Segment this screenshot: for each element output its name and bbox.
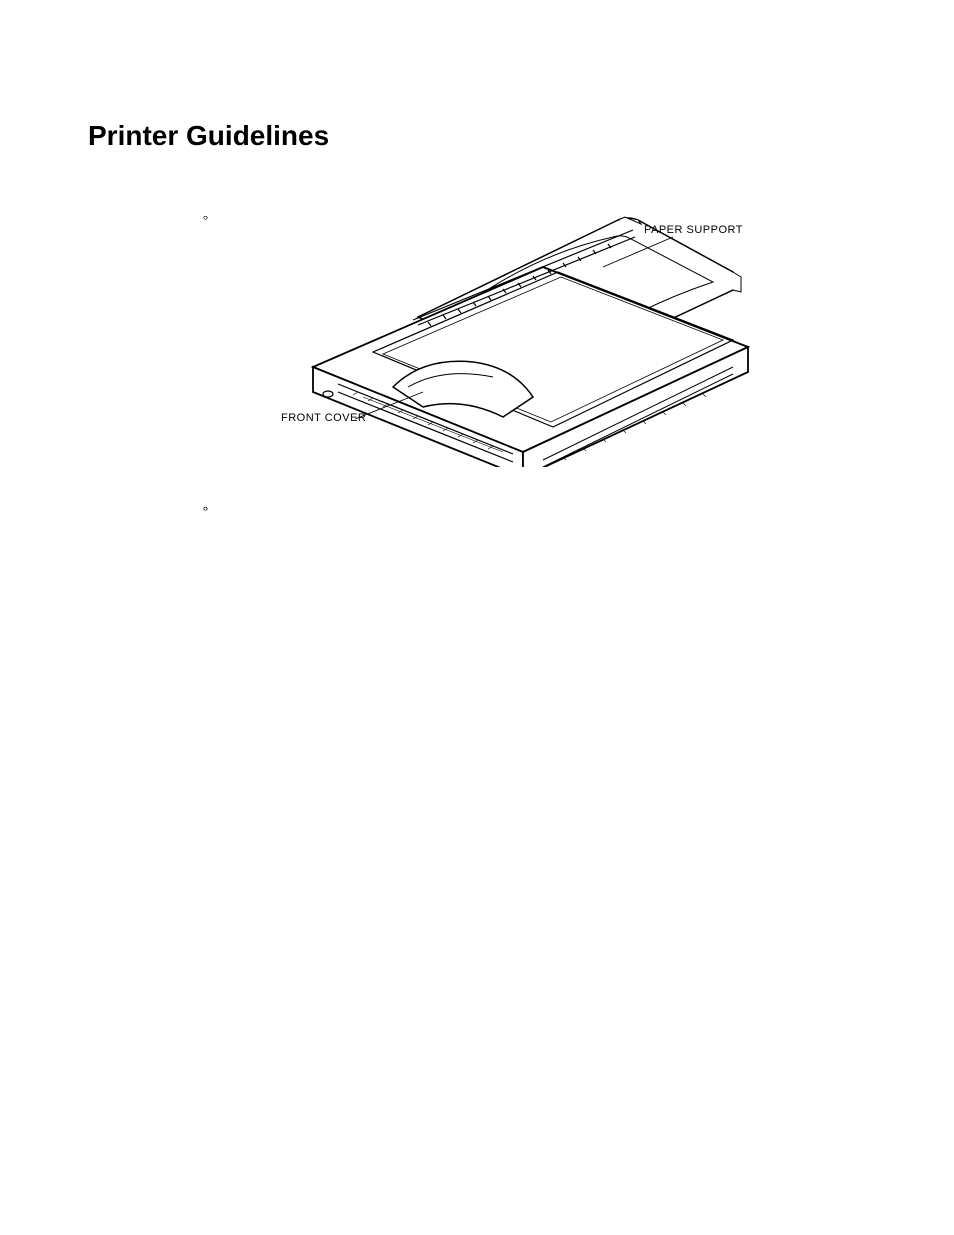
page-title: Printer Guidelines [88,120,864,152]
content-area: PAPER SUPPORT FRONT COVER [88,212,864,467]
printer-diagram: PAPER SUPPORT FRONT COVER [243,212,763,467]
printer-illustration [243,212,763,467]
paper-support-label: PAPER SUPPORT [644,224,743,236]
front-cover-label: FRONT COVER [281,412,366,424]
